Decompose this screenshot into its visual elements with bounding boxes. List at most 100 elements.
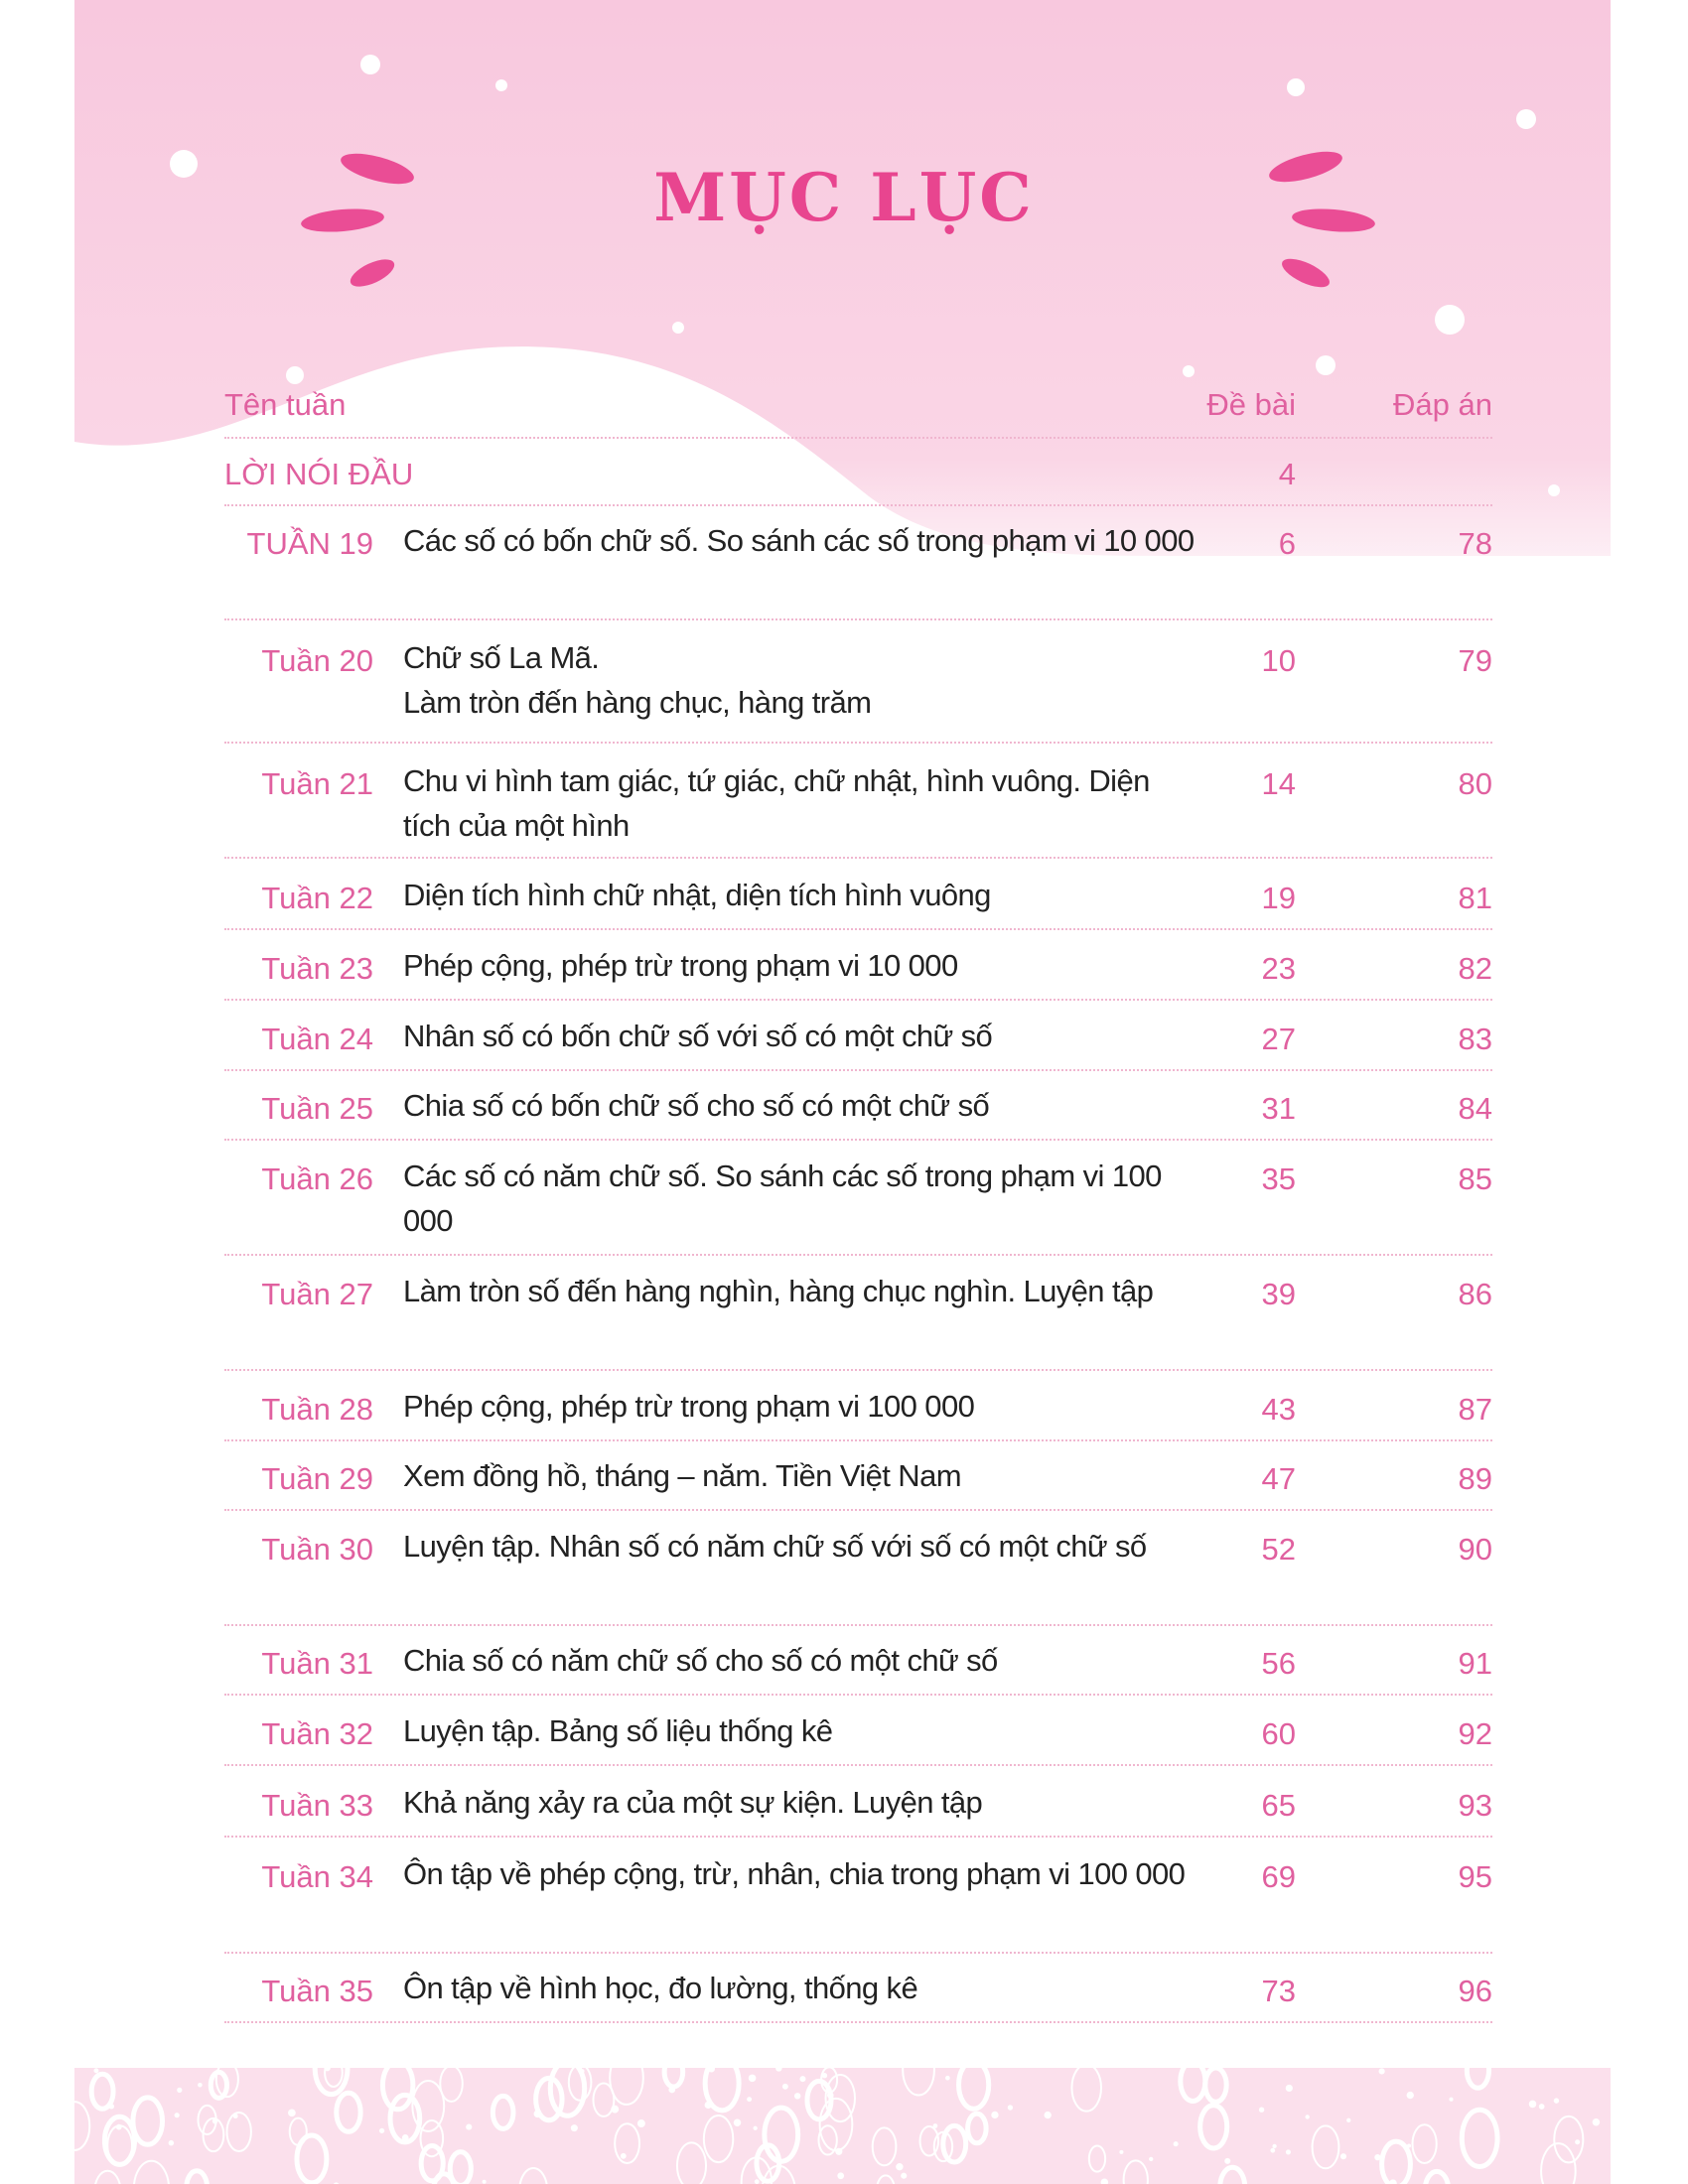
pattern-ring [614,2122,641,2165]
toc-row[interactable]: Tuần 35 Ôn tập về hình học, đo lường, th… [224,1971,1492,2023]
pattern-ring [74,2101,91,2151]
toc-answer-page: 78 [1458,526,1492,561]
toc-answer-page: 89 [1458,1461,1492,1496]
toc-row[interactable]: Tuần 33 Khả năng xảy ra của một sự kiện.… [224,1785,1492,1838]
pattern-dot [611,2105,620,2114]
toc-answer-page: 90 [1458,1532,1492,1567]
toc-answer-page: 86 [1458,1277,1492,1311]
toc-exercise-page: 47 [1261,1461,1296,1496]
pattern-dot [1224,2157,1231,2164]
pattern-ring [1553,2115,1585,2164]
pattern-ring [918,2124,940,2157]
pattern-dot [1100,2178,1109,2184]
toc-row[interactable]: Tuần 24 Nhân số có bốn chữ số với số có … [224,1019,1492,1071]
toc-topic: Khả năng xảy ra của một sự kiện. Luyện t… [403,1785,983,1820]
pattern-ring [214,2068,239,2099]
toc-row[interactable]: Tuần 20 Chữ số La Mã. Làm tròn đến hàng … [224,640,1492,744]
pattern-ring [431,2171,457,2184]
toc-topic: Chữ số La Mã. Làm tròn đến hàng chục, hà… [403,640,872,720]
toc-row[interactable]: Tuần 25 Chia số có bốn chữ số cho số có … [224,1088,1492,1141]
footer-pattern [74,2068,1611,2184]
toc-answer-page: 84 [1458,1091,1492,1126]
pattern-dot [198,2082,203,2088]
pattern-ring [609,2068,644,2106]
toc-exercise-page: 10 [1261,643,1296,678]
toc-week-label: TUẦN 19 [246,526,373,561]
pattern-dot [177,2087,183,2093]
toc-week-label: Tuần 31 [261,1646,373,1681]
toc-row[interactable]: Tuần 31 Chia số có năm chữ số cho số có … [224,1643,1492,1696]
toc-answer-page: 93 [1458,1788,1492,1823]
toc-topic: Ôn tập về phép cộng, trừ, nhân, chia tro… [403,1856,1186,1891]
pattern-ring [418,2143,446,2184]
pattern-dot [378,2127,385,2133]
pattern-dot [1538,2104,1545,2110]
pattern-dot [1270,2147,1276,2153]
pattern-ring [294,2132,330,2184]
toc-exercise-page: 73 [1261,1974,1296,2008]
pattern-ring [130,2095,166,2147]
toc-answer-page: 92 [1458,1716,1492,1751]
toc-row[interactable]: Tuần 22 Diện tích hình chữ nhật, diện tí… [224,878,1492,930]
decorative-strokes [301,151,1375,288]
toc-topic: Chia số có năm chữ số cho số có một chữ … [403,1643,998,1678]
pattern-ring [184,2168,210,2184]
toc-answer-page: 81 [1458,881,1492,915]
pattern-dot [1285,2149,1291,2155]
pattern-ring [1178,2068,1208,2104]
toc-row[interactable]: Tuần 28 Phép cộng, phép trừ trong phạm v… [224,1389,1492,1441]
pattern-dot [1553,2098,1560,2104]
pattern-ring [956,2068,992,2112]
pattern-dot [115,2123,122,2130]
pattern-ring [1197,2103,1230,2151]
toc-row[interactable]: Tuần 27 Làm tròn số đến hàng nghìn, hàng… [224,1274,1492,1371]
toc-topic: Phép cộng, phép trừ trong phạm vi 100 00… [403,1389,975,1424]
toc-row[interactable]: Tuần 30 Luyện tập. Nhân số có năm chữ số… [224,1529,1492,1626]
pattern-dot [733,2118,742,2126]
toc-week-label: Tuần 25 [261,1091,373,1126]
pattern-ring [225,2112,252,2153]
pattern-dot [901,2172,908,2179]
toc-week-label: Tuần 32 [261,1716,373,1751]
pattern-dot [1173,2141,1179,2147]
toc-exercise-page: 4 [1278,457,1296,491]
pattern-ring [1087,2144,1107,2173]
pattern-dot [1339,2153,1347,2160]
pattern-dot [570,2124,578,2132]
toc-topic: Luyện tập. Nhân số có năm chữ số với số … [403,1529,1147,1564]
toc-answer-page: 95 [1458,1859,1492,1894]
pattern-ring [88,2071,116,2112]
toc-week-label: Tuần 33 [261,1788,373,1823]
pattern-dot [704,2101,712,2110]
pattern-dot [896,2163,904,2171]
toc-label: LỜI NÓI ĐẦU [224,457,414,491]
pattern-ring [447,2149,474,2184]
toc-row[interactable]: Tuần 29 Xem đồng hồ, tháng – năm. Tiền V… [224,1458,1492,1511]
toc-row[interactable]: TUẦN 19 Các số có bốn chữ số. So sánh cá… [224,523,1492,620]
toc-row[interactable]: Tuần 21 Chu vi hình tam giác, tứ giác, c… [224,763,1492,859]
toc-row[interactable]: Tuần 23 Phép cộng, phép trừ trong phạm v… [224,948,1492,1001]
toc-topic: Nhân số có bốn chữ số với số có một chữ … [403,1019,993,1053]
pattern-dot [747,2097,753,2103]
toc-exercise-page: 39 [1261,1277,1296,1311]
pattern-ring [1217,2164,1248,2184]
toc-row[interactable]: Tuần 32 Luyện tập. Bảng số liệu thống kê… [224,1713,1492,1766]
pattern-ring [940,2122,969,2165]
toc-row-intro[interactable]: LỜI NÓI ĐẦU 4 [224,457,1492,506]
pattern-dot [1378,2068,1385,2075]
toc-exercise-page: 31 [1261,1091,1296,1126]
pattern-ring [490,2093,516,2131]
pattern-dot [288,2109,296,2117]
toc-row[interactable]: Tuần 34 Ôn tập về phép cộng, trừ, nhân, … [224,1856,1492,1954]
toc-answer-page: 82 [1458,951,1492,986]
pattern-ring [1540,2142,1577,2184]
toc-topic: Chia số có bốn chữ số cho số có một chữ … [403,1088,990,1123]
toc-exercise-page: 23 [1261,951,1296,986]
pattern-ring [965,2111,989,2146]
pattern-ring [876,2174,896,2184]
pattern-ring [740,2156,774,2184]
toc-row[interactable]: Tuần 26 Các số có năm chữ số. So sánh cá… [224,1159,1492,1256]
pattern-ring [419,2119,445,2158]
pattern-ring [661,2068,686,2090]
toc-exercise-page: 35 [1261,1161,1296,1196]
